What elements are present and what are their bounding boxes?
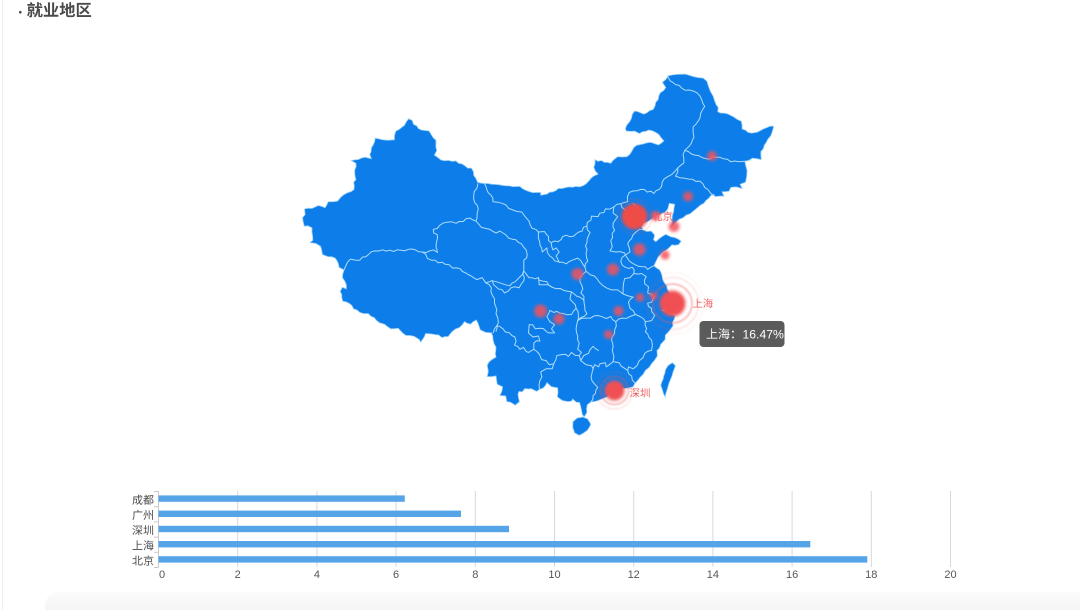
svg-text:16: 16 bbox=[786, 569, 798, 581]
svg-text:14: 14 bbox=[707, 569, 719, 581]
svg-text:2: 2 bbox=[235, 569, 241, 581]
svg-text:18: 18 bbox=[865, 569, 877, 581]
svg-text:8: 8 bbox=[472, 569, 478, 581]
svg-text:16.47%: 16.47% bbox=[743, 327, 784, 341]
svg-text:0: 0 bbox=[159, 569, 165, 581]
svg-text:4: 4 bbox=[314, 569, 320, 581]
svg-text:10: 10 bbox=[548, 569, 560, 581]
svg-text:12: 12 bbox=[628, 569, 640, 581]
svg-text:20: 20 bbox=[944, 569, 956, 581]
svg-text:6: 6 bbox=[393, 569, 399, 581]
